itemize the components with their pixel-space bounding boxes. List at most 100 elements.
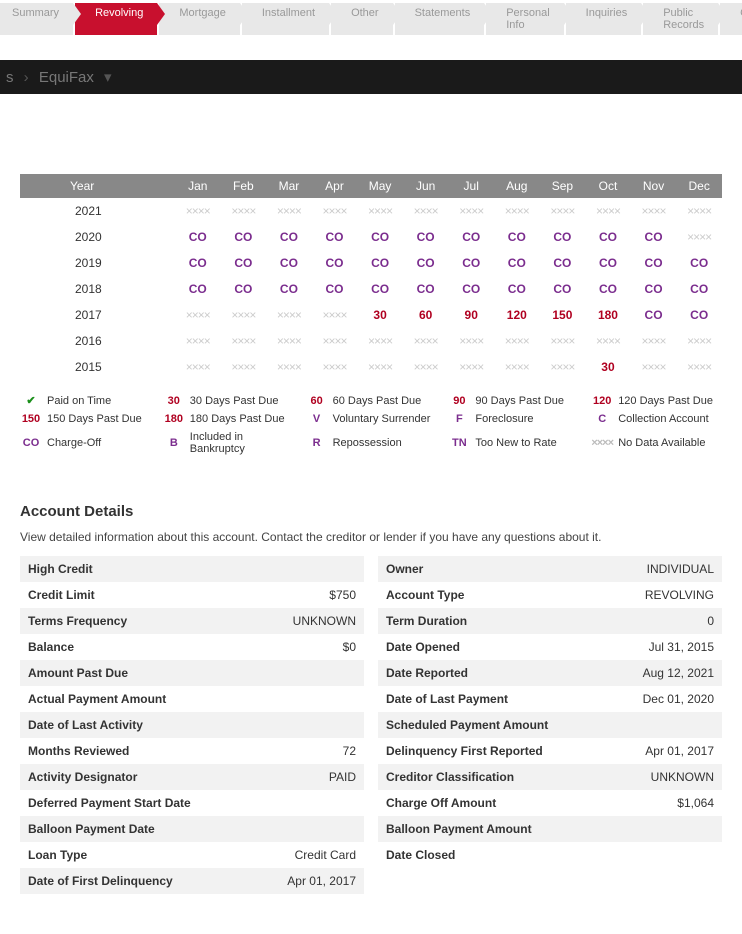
legend-key: CO [20,437,42,449]
bureau-breadcrumb: s › EquiFax ▾ [0,60,742,94]
history-col: Apr [312,174,358,198]
history-cell: ×××× [631,354,677,380]
legend-label: No Data Available [618,437,705,449]
history-cell: CO [312,250,358,276]
detail-label: Actual Payment Amount [28,692,166,706]
detail-label: Owner [386,562,423,576]
history-cell: ×××× [631,328,677,354]
detail-label: Delinquency First Reported [386,744,543,758]
legend: ✔Paid on Time 3030 Days Past Due 6060 Da… [20,394,722,455]
history-row: 2020COCOCOCOCOCOCOCOCOCOCO×××× [20,224,722,250]
history-cell: CO [357,276,403,302]
legend-key: 30 [163,395,185,407]
history-year: 2016 [20,328,175,354]
detail-value: PAID [329,770,356,784]
legend-item: VVoluntary Surrender [306,413,437,425]
history-cell: CO [175,224,221,250]
legend-key: F [448,413,470,425]
detail-row: Balloon Payment Amount [378,816,722,842]
detail-label: Months Reviewed [28,744,129,758]
chevron-right-icon: › [24,69,29,86]
legend-label: 90 Days Past Due [475,395,564,407]
detail-row: Date of Last Activity [20,712,364,738]
legend-label: 150 Days Past Due [47,413,142,425]
detail-label: Activity Designator [28,770,137,784]
history-cell: CO [403,276,449,302]
detail-value: 72 [343,744,356,758]
history-col: Jun [403,174,449,198]
detail-value: Apr 01, 2017 [287,874,356,888]
legend-key: C [591,413,613,425]
legend-key: TN [448,437,470,449]
history-cell: ×××× [494,354,540,380]
legend-key: ×××× [591,437,613,449]
detail-row: Loan TypeCredit Card [20,842,364,868]
detail-row: OwnerINDIVIDUAL [378,556,722,582]
tab-summary[interactable]: Summary [0,3,73,35]
detail-label: Account Type [386,588,464,602]
history-cell: ×××× [175,354,221,380]
tab-mortgage[interactable]: Mortgage [159,3,239,35]
history-cell: ×××× [266,302,312,328]
legend-item: TN Too New to Rate [448,431,579,455]
history-cell: CO [631,224,677,250]
tab-personal-info[interactable]: Personal Info [486,3,563,35]
history-cell: 90 [448,302,494,328]
legend-key: B [163,437,185,449]
tab-inquiries[interactable]: Inquiries [566,3,642,35]
breadcrumb-item[interactable]: EquiFax [33,69,100,86]
detail-value: Aug 12, 2021 [643,666,714,680]
history-cell: CO [540,250,586,276]
legend-label: Too New to Rate [475,437,556,449]
chevron-down-icon[interactable]: ▾ [104,69,112,86]
history-cell: ×××× [676,224,722,250]
history-cell: ×××× [585,198,631,224]
history-row: 2021××××××××××××××××××××××××××××××××××××… [20,198,722,224]
detail-label: Balloon Payment Date [28,822,155,836]
history-cell: ×××× [540,198,586,224]
history-cell: ×××× [403,354,449,380]
tab-other[interactable]: Other [331,3,393,35]
history-col: Year [20,174,175,198]
detail-row: Balloon Payment Date [20,816,364,842]
detail-value: UNKNOWN [651,770,714,784]
history-year: 2019 [20,250,175,276]
detail-row: Date ReportedAug 12, 2021 [378,660,722,686]
detail-row: High Credit [20,556,364,582]
detail-label: Balance [28,640,74,654]
detail-row: Delinquency First Reported Apr 01, 2017 [378,738,722,764]
history-cell: CO [357,224,403,250]
payment-history-table: YearJanFebMarAprMayJunJulAugSepOctNovDec… [20,174,722,380]
detail-row: Actual Payment Amount [20,686,364,712]
tab-revolving[interactable]: Revolving [75,3,157,35]
legend-label: 30 Days Past Due [190,395,279,407]
history-year: 2017 [20,302,175,328]
tab-public-records[interactable]: Public Records [643,3,718,35]
history-cell: CO [448,224,494,250]
history-cell: 60 [403,302,449,328]
detail-row: Date of First DelinquencyApr 01, 2017 [20,868,364,894]
history-cell: ×××× [221,198,267,224]
legend-key: 120 [591,395,613,407]
account-details-grid: High CreditCredit Limit$750Terms Frequen… [20,556,722,894]
history-cell: CO [631,250,677,276]
history-cell: CO [175,250,221,276]
breadcrumb-item[interactable]: s [0,69,20,86]
history-cell: CO [221,276,267,302]
history-cell: ×××× [540,354,586,380]
history-cell: CO [585,224,631,250]
detail-value: Apr 01, 2017 [645,744,714,758]
detail-value: Jul 31, 2015 [649,640,714,654]
detail-label: Loan Type [28,848,87,862]
detail-row: Activity Designator PAID [20,764,364,790]
detail-label: Creditor Classification [386,770,514,784]
history-cell: CO [585,250,631,276]
legend-label: Foreclosure [475,413,533,425]
detail-row: Term Duration0 [378,608,722,634]
legend-item: 120120 Days Past Due [591,394,722,407]
tab-installment[interactable]: Installment [242,3,329,35]
tab-statements[interactable]: Statements [395,3,485,35]
history-cell: ×××× [175,302,221,328]
detail-row: Balance$0 [20,634,364,660]
history-cell: ×××× [221,354,267,380]
